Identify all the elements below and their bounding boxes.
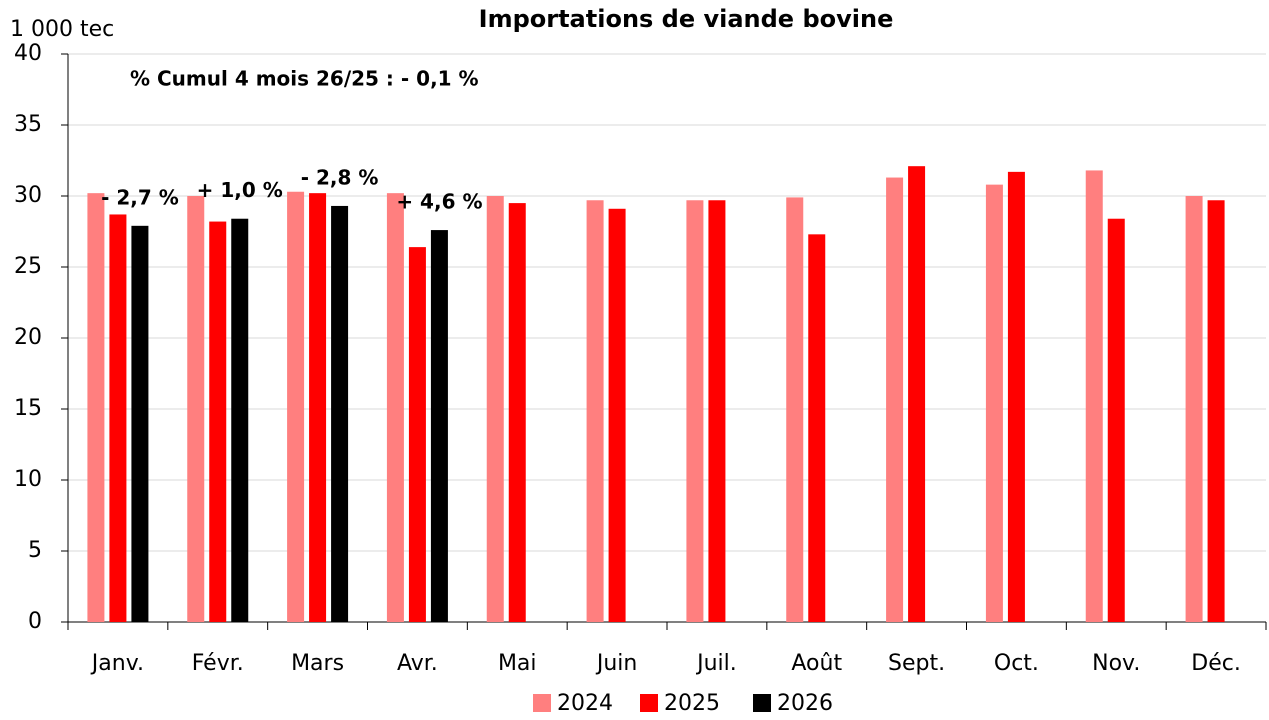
annotation: + 1,0 % [197,178,283,202]
bar [886,177,904,623]
subtitle: % Cumul 4 mois 26/25 : - 0,1 % [130,67,479,91]
x-tick-label: Mai [498,651,537,676]
y-tick-label: 25 [14,254,42,279]
y-tick-label: 10 [14,467,42,492]
y-axis-label: 1 000 tec [10,17,114,42]
legend-swatch [753,694,771,712]
y-tick-label: 15 [14,396,42,421]
bar [309,193,327,622]
y-tick-label: 20 [14,325,42,350]
bar [287,191,305,623]
bar [1085,170,1103,622]
bar [87,193,105,622]
bar [386,193,404,622]
y-tick-label: 30 [14,183,42,208]
y-tick-label: 35 [14,112,42,137]
y-tick-label: 0 [28,609,42,634]
bar [908,166,926,622]
bar [508,203,526,622]
bar [109,214,127,622]
bar [586,200,604,622]
bar [331,205,349,622]
legend-swatch [640,694,658,712]
bar [608,208,626,622]
x-tick-label: Déc. [1191,651,1241,676]
x-tick-label: Avr. [397,651,438,676]
bar [686,200,704,622]
x-tick-label: Juin [595,651,638,676]
x-tick-label: Févr. [192,651,244,676]
bar [1207,200,1225,622]
x-tick-label: Sept. [888,651,945,676]
x-tick-label: Oct. [994,651,1039,676]
legend-label: 2024 [557,691,613,716]
legend-label: 2026 [777,691,833,716]
bar [1185,196,1203,622]
bar [131,225,149,622]
bar [1107,218,1125,622]
y-tick-label: 5 [28,538,42,563]
bar [209,221,227,622]
bar [786,197,804,623]
bar [808,234,826,622]
legend-swatch [533,694,551,712]
chart-title: Importations de viande bovine [479,5,894,33]
legend-label: 2025 [664,691,720,716]
annotation: - 2,8 % [301,165,379,189]
bar [985,184,1003,622]
bar [486,196,504,622]
x-tick-label: Août [791,651,842,676]
bar [231,218,249,622]
annotation: + 4,6 % [396,190,482,214]
x-tick-label: Mars [291,651,344,676]
x-tick-label: Janv. [90,651,144,676]
x-tick-label: Nov. [1092,651,1140,676]
bar [1007,171,1025,623]
annotation: - 2,7 % [101,185,179,209]
y-tick-label: 40 [14,41,42,66]
bar [430,230,448,622]
bar [187,196,205,622]
bar [708,200,726,622]
x-tick-label: Juil. [695,651,737,676]
bar [408,247,426,622]
